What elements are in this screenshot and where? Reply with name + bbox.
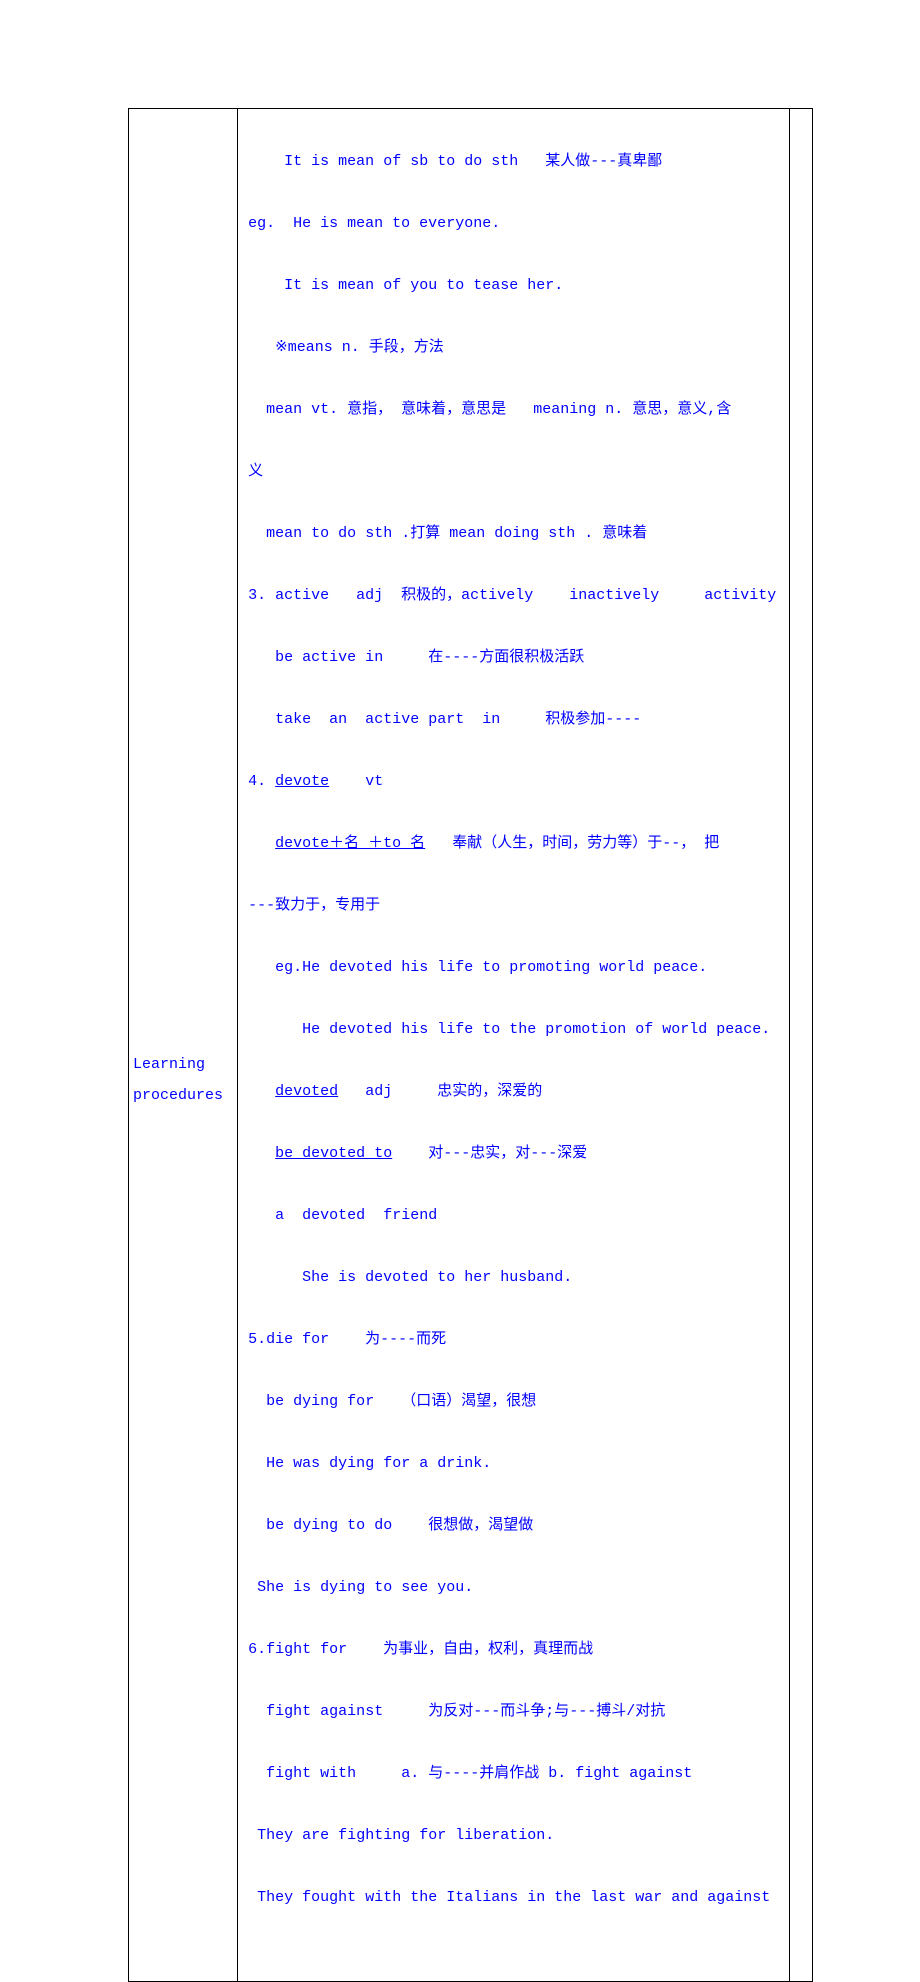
left-label-line-1: Learning bbox=[133, 1056, 205, 1073]
content-line: fight against 为反对---而斗争;与---搏斗/对抗 bbox=[248, 1696, 781, 1727]
underlined-term: be devoted to bbox=[275, 1145, 392, 1162]
content-table: Learning procedures It is mean of sb to … bbox=[128, 108, 813, 1982]
underlined-term: devote bbox=[275, 773, 329, 790]
content-line: 4. devote vt bbox=[248, 766, 781, 797]
left-label-line-2: procedures bbox=[133, 1087, 223, 1104]
middle-column: It is mean of sb to do sth 某人做---真卑鄙 eg.… bbox=[238, 109, 790, 1982]
content-line: They are fighting for liberation. bbox=[248, 1820, 781, 1851]
content-line: 6.fight for 为事业，自由，权利，真理而战 bbox=[248, 1634, 781, 1665]
content-line: mean vt. 意指， 意味着，意思是 meaning n. 意思，意义,含 bbox=[248, 394, 781, 425]
content-line: 3. active adj 积极的，actively inactively ac… bbox=[248, 580, 781, 611]
content-line: It is mean of you to tease her. bbox=[248, 270, 781, 301]
content-line: He devoted his life to the promotion of … bbox=[248, 1014, 781, 1045]
content-line: devote＋名 ＋to 名 奉献（人生，时间，劳力等）于--， 把 bbox=[248, 828, 781, 859]
content-line: fight with a. 与----并肩作战 b. fight against bbox=[248, 1758, 781, 1789]
content-line: 义 bbox=[248, 456, 781, 487]
content-line: She is dying to see you. bbox=[248, 1572, 781, 1603]
content-line: ---致力于，专用于 bbox=[248, 890, 781, 921]
content-line: He was dying for a drink. bbox=[248, 1448, 781, 1479]
content-line: eg. He is mean to everyone. bbox=[248, 208, 781, 239]
content-line: eg.He devoted his life to promoting worl… bbox=[248, 952, 781, 983]
content-line: mean to do sth .打算 mean doing sth . 意味着 bbox=[248, 518, 781, 549]
content-line: be dying to do 很想做，渴望做 bbox=[248, 1510, 781, 1541]
content-line: be active in 在----方面很积极活跃 bbox=[248, 642, 781, 673]
content-line: take an active part in 积极参加---- bbox=[248, 704, 781, 735]
content-line: They fought with the Italians in the las… bbox=[248, 1882, 781, 1913]
content-line: devoted adj 忠实的，深爱的 bbox=[248, 1076, 781, 1107]
content-line: be dying for （口语）渴望，很想 bbox=[248, 1386, 781, 1417]
content-line: ※means n. 手段，方法 bbox=[248, 332, 781, 363]
underlined-term: devote＋名 ＋to 名 bbox=[275, 835, 425, 852]
content-line: be devoted to 对---忠实，对---深爱 bbox=[248, 1138, 781, 1169]
content-line: She is devoted to her husband. bbox=[248, 1262, 781, 1293]
right-column bbox=[789, 109, 812, 1982]
content-line: a devoted friend bbox=[248, 1200, 781, 1231]
left-column: Learning procedures bbox=[129, 109, 238, 1982]
underlined-term: devoted bbox=[275, 1083, 338, 1100]
content-area: It is mean of sb to do sth 某人做---真卑鄙 eg.… bbox=[238, 109, 789, 1981]
left-label: Learning procedures bbox=[129, 109, 237, 1111]
page: Learning procedures It is mean of sb to … bbox=[0, 0, 920, 1302]
content-line: 5.die for 为----而死 bbox=[248, 1324, 781, 1355]
content-line: It is mean of sb to do sth 某人做---真卑鄙 bbox=[248, 146, 781, 177]
